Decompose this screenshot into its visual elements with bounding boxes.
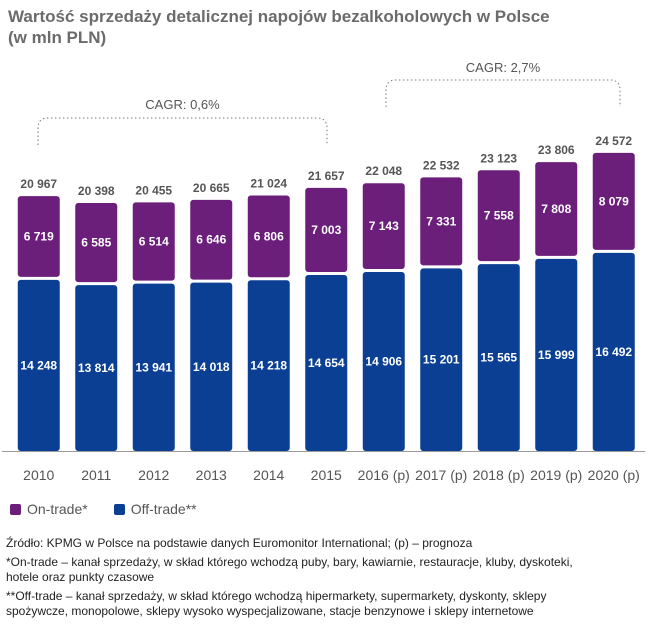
chart-title: Wartość sprzedaży detalicznej napojów be… xyxy=(8,6,628,48)
bar-off-trade xyxy=(477,264,520,451)
data-label-total: 20 398 xyxy=(78,184,115,198)
data-label-on-trade: 7 143 xyxy=(369,219,399,233)
x-tick-label: 2014 xyxy=(253,467,284,483)
bar-off-trade xyxy=(305,275,348,451)
data-label-total: 22 048 xyxy=(365,164,402,178)
cagr-label-1: CAGR: 0,6% xyxy=(145,97,220,112)
legend-item-on-trade: On-trade* xyxy=(10,501,88,517)
x-tick-label: 2012 xyxy=(138,467,169,483)
data-label-off-trade: 16 492 xyxy=(595,345,632,359)
data-label-on-trade: 7 558 xyxy=(484,209,514,223)
bar-off-trade xyxy=(132,283,175,451)
data-label-off-trade: 14 218 xyxy=(250,359,287,373)
bar-off-trade xyxy=(592,252,635,451)
data-label-on-trade: 7 003 xyxy=(311,223,341,237)
data-label-on-trade: 8 079 xyxy=(599,194,629,208)
x-tick-label: 2010 xyxy=(23,467,54,483)
data-label-on-trade: 7 331 xyxy=(426,214,456,228)
bar-off-trade xyxy=(247,280,290,451)
x-tick-label: 2016 (p) xyxy=(358,467,410,483)
data-label-off-trade: 15 565 xyxy=(480,351,517,365)
x-tick-label: 2013 xyxy=(196,467,227,483)
on-trade-footnote-line-2: hotele oraz punkty czasowe xyxy=(6,570,155,584)
data-label-off-trade: 14 654 xyxy=(308,356,345,370)
bar-on-trade xyxy=(190,199,233,280)
cagr-bracket-2 xyxy=(385,79,621,107)
data-label-total: 20 455 xyxy=(135,183,172,197)
data-label-off-trade: 15 999 xyxy=(538,348,575,362)
data-label-total: 23 806 xyxy=(538,143,575,157)
bar-off-trade xyxy=(190,282,233,451)
data-label-on-trade: 6 719 xyxy=(24,230,54,244)
data-label-off-trade: 14 906 xyxy=(365,354,402,368)
data-label-total: 21 024 xyxy=(250,177,287,191)
data-label-total: 20 665 xyxy=(193,181,230,195)
data-label-total: 21 657 xyxy=(308,169,345,183)
bar-on-trade xyxy=(247,195,290,278)
data-label-off-trade: 13 814 xyxy=(78,361,115,375)
x-tick-label: 2011 xyxy=(81,467,111,483)
cagr-label-2: CAGR: 2,7% xyxy=(466,60,541,75)
data-label-off-trade: 13 941 xyxy=(135,360,172,374)
data-label-total: 24 572 xyxy=(595,134,632,148)
x-tick-label: 2019 (p) xyxy=(530,467,582,483)
data-label-off-trade: 15 201 xyxy=(423,353,460,367)
bar-on-trade xyxy=(305,187,348,273)
bar-on-trade xyxy=(535,162,578,256)
data-label-total: 23 123 xyxy=(480,151,517,165)
source-note: Źródło: KPMG w Polsce na podstawie danyc… xyxy=(6,536,473,550)
bar-off-trade xyxy=(75,285,118,451)
legend-label-on-trade: On-trade* xyxy=(27,501,88,517)
legend-swatch-on-trade xyxy=(10,503,21,515)
bar-on-trade xyxy=(75,203,118,283)
bar-off-trade xyxy=(420,268,463,451)
data-label-on-trade: 6 806 xyxy=(254,229,284,243)
x-tick-label: 2020 (p) xyxy=(588,467,640,483)
data-label-total: 20 967 xyxy=(20,177,57,191)
off-trade-footnote-line-1: **Off-trade – kanał sprzedaży, w skład k… xyxy=(6,588,547,603)
bar-on-trade xyxy=(592,152,635,250)
bar-on-trade xyxy=(132,202,175,281)
legend-item-off-trade: Off-trade** xyxy=(113,501,197,517)
legend-swatch-off-trade xyxy=(113,503,125,515)
bar-off-trade xyxy=(17,279,60,451)
stacked-bar-chart: 14 248 6 719 20 967 2010 13 814 6 585 20 398 20… xyxy=(2,60,645,483)
data-label-off-trade: 14 248 xyxy=(20,358,57,372)
bar-on-trade xyxy=(362,183,405,269)
chart-title-line-1: Wartość sprzedaży detalicznej napojów be… xyxy=(8,7,550,26)
bar-on-trade xyxy=(420,177,463,266)
cagr-bracket-1 xyxy=(37,117,328,145)
x-tick-label: 2018 (p) xyxy=(473,467,525,483)
bar-off-trade xyxy=(362,271,405,451)
x-tick-label: 2015 xyxy=(311,467,342,483)
bar-on-trade xyxy=(477,170,520,262)
data-label-on-trade: 6 514 xyxy=(139,234,169,248)
bar-off-trade xyxy=(535,258,578,451)
chart-title-line-2: (w mln PLN) xyxy=(8,28,107,47)
chart-notes: Źródło: KPMG w Polsce na podstawie danyc… xyxy=(6,536,651,620)
data-label-total: 22 532 xyxy=(423,158,460,172)
legend-label-off-trade: Off-trade** xyxy=(130,501,197,517)
chart-legend: On-trade* Off-trade** xyxy=(10,499,223,519)
off-trade-footnote-line-2: spożywcze, monopolowe, sklepy wysoko wys… xyxy=(6,604,534,618)
x-tick-label: 2017 (p) xyxy=(415,467,467,483)
data-label-on-trade: 7 808 xyxy=(541,202,571,216)
data-label-on-trade: 6 585 xyxy=(81,236,111,250)
bar-on-trade xyxy=(17,196,60,277)
data-label-on-trade: 6 646 xyxy=(196,233,226,247)
data-label-off-trade: 14 018 xyxy=(193,360,230,374)
on-trade-footnote-line-1: *On-trade – kanał sprzedaży, w skład któ… xyxy=(6,554,573,569)
